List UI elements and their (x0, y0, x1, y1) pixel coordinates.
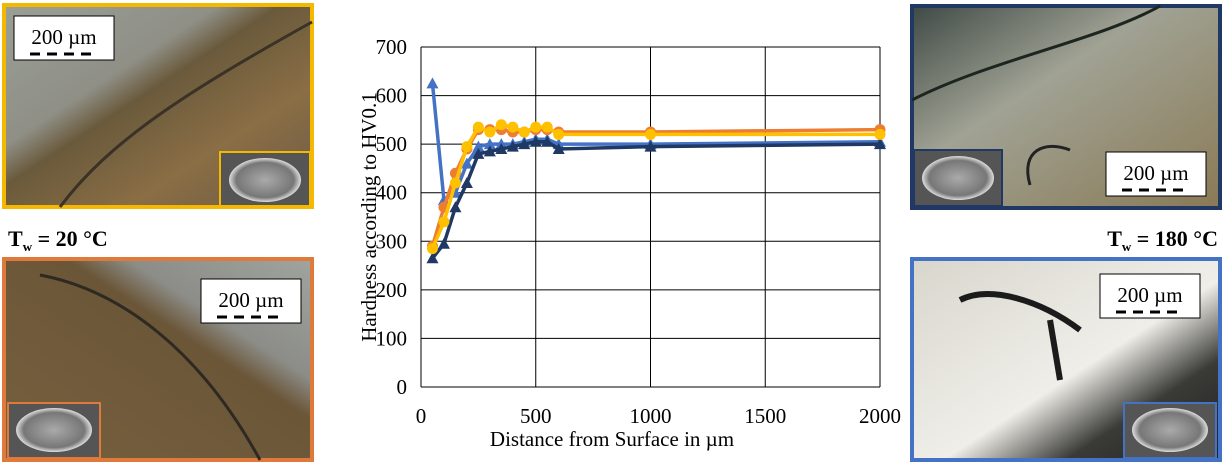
marker (472, 147, 485, 159)
label-main: T (8, 226, 23, 251)
marker (530, 121, 542, 133)
marker (506, 140, 519, 152)
x-axis-label: Distance from Surface in µm (490, 427, 734, 451)
marker (472, 140, 485, 152)
marker (518, 138, 531, 150)
label-main: T (1107, 226, 1122, 251)
series (426, 119, 886, 255)
marker (449, 177, 461, 189)
x-tick-label: 0 (416, 404, 427, 428)
temperature-label: Tw = 180 °C (1107, 226, 1218, 254)
marker (426, 243, 438, 255)
marker (874, 128, 886, 140)
marker (483, 145, 496, 157)
series (426, 77, 886, 205)
scale-bar-label: 200 µm (1123, 161, 1188, 185)
y-tick-label: 300 (376, 229, 408, 253)
marker (644, 140, 657, 152)
marker (438, 216, 450, 228)
label-rest: = 180 °C (1131, 226, 1218, 251)
marker (507, 121, 519, 133)
scale-bar-label: 200 µm (31, 25, 96, 49)
x-tick-label: 2000 (859, 404, 901, 428)
marker (472, 121, 484, 133)
marker (552, 143, 565, 154)
marker (529, 135, 542, 147)
marker (495, 143, 508, 154)
x-tick-label: 1500 (744, 404, 786, 428)
scale-bar-label: 200 µm (218, 288, 283, 312)
marker (553, 128, 565, 140)
marker (484, 126, 496, 138)
marker (874, 138, 886, 150)
y-tick-label: 0 (397, 375, 408, 399)
marker (460, 157, 473, 169)
marker (437, 237, 450, 249)
y-tick-label: 600 (376, 84, 408, 108)
label-sub: w (23, 239, 33, 254)
y-tick-label: 500 (376, 132, 408, 156)
x-tick-label: 1000 (630, 404, 672, 428)
marker (461, 141, 473, 153)
micrograph-panel: 200 µm (910, 4, 1222, 210)
marker (518, 126, 530, 138)
scale-bar-label: 200 µm (1117, 283, 1182, 307)
label-sub: w (1122, 239, 1132, 254)
marker (426, 252, 439, 264)
marker (460, 177, 473, 188)
y-axis-label: Hardness according to HV0.1 (357, 92, 381, 342)
temperature-label: Tw = 20 °C (8, 226, 108, 254)
marker (645, 128, 656, 140)
micrograph-panel: 200 µm (2, 257, 314, 462)
y-tick-label: 700 (376, 35, 408, 59)
micrograph-panel: 200 µm (2, 3, 314, 209)
y-tick-label: 100 (376, 326, 408, 350)
y-tick-label: 400 (376, 181, 408, 205)
marker (541, 121, 553, 133)
marker (449, 201, 462, 213)
marker (541, 135, 554, 147)
x-tick-label: 500 (520, 404, 552, 428)
marker (426, 77, 439, 89)
series (426, 135, 886, 264)
y-tick-label: 200 (376, 278, 408, 302)
marker (495, 119, 507, 131)
micrograph-panel: 200 µm (910, 257, 1222, 462)
marker (483, 138, 496, 150)
label-rest: = 20 °C (32, 226, 108, 251)
